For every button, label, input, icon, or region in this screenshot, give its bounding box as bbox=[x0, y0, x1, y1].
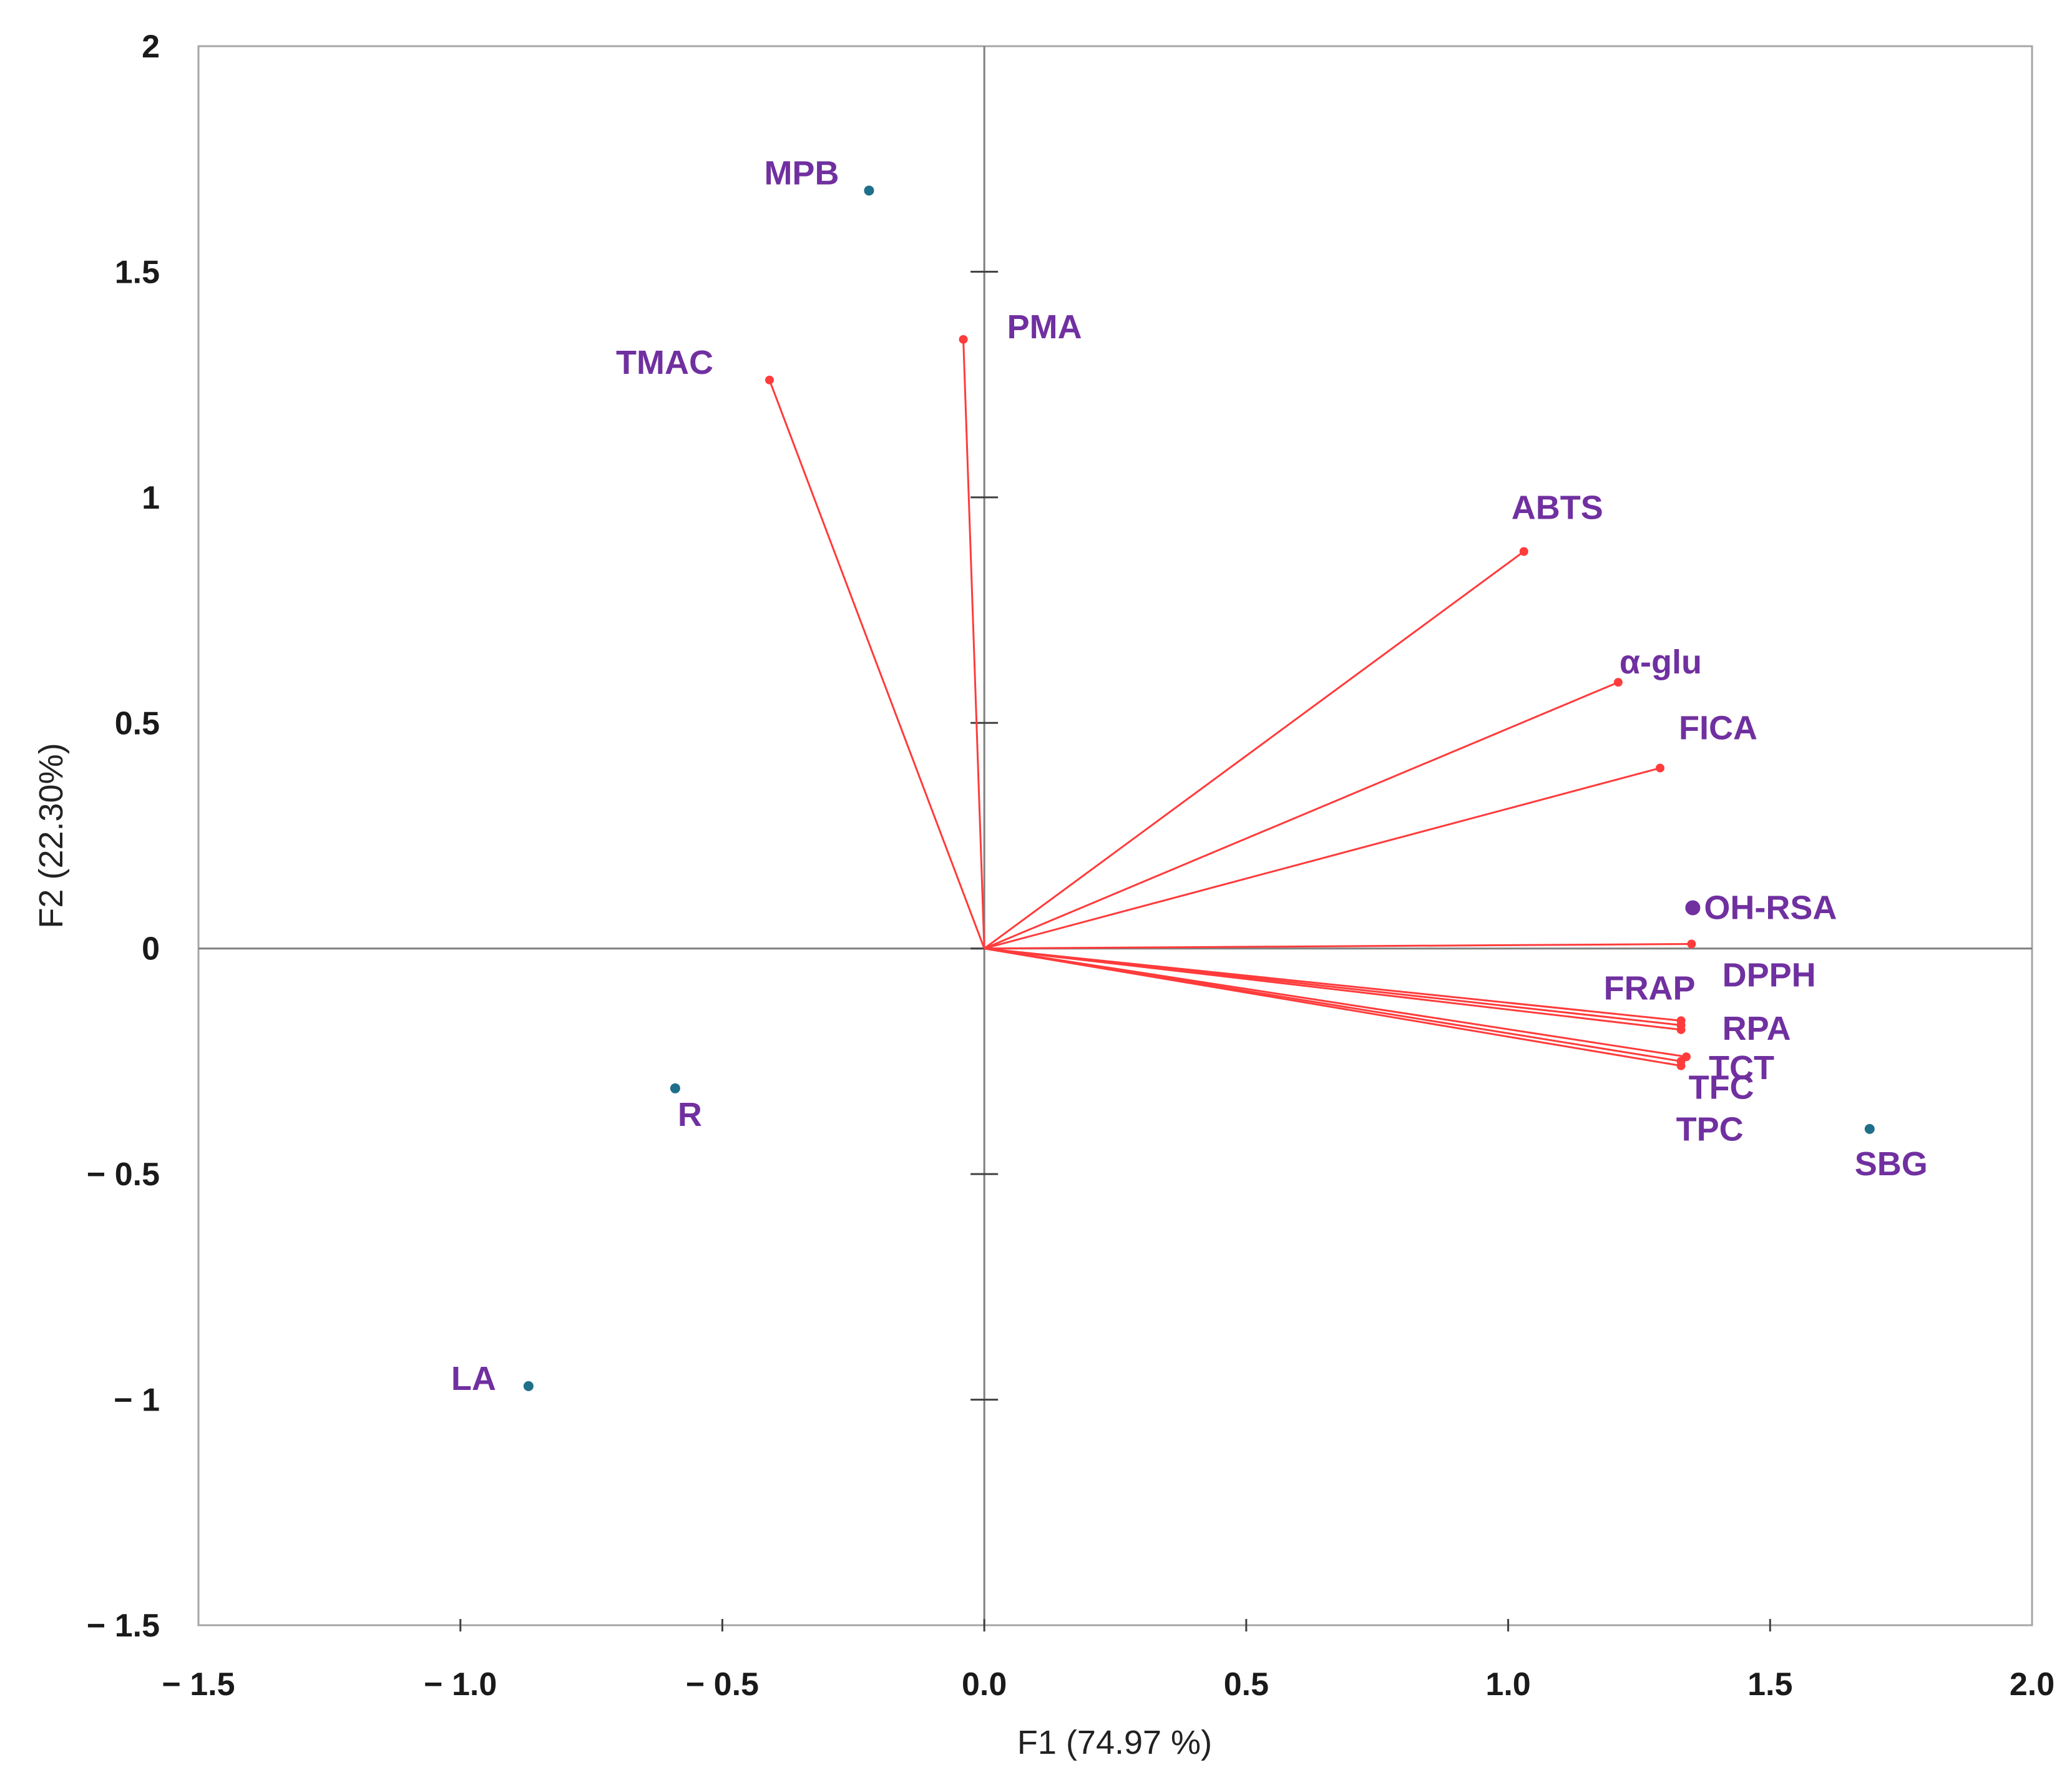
vector-tpc-line bbox=[984, 947, 1681, 1067]
vector-glu-tip bbox=[1613, 678, 1623, 687]
x-tick-label: 0.0 bbox=[962, 1666, 1007, 1703]
vector-frap-tip bbox=[1676, 1016, 1686, 1025]
label-fica: FICA bbox=[1679, 710, 1757, 747]
vector-frap-line bbox=[984, 947, 1681, 1022]
y-tick-label: − 1 bbox=[114, 1382, 160, 1419]
vector-tmac-tip bbox=[765, 375, 774, 384]
label-rpa: RPA bbox=[1723, 1010, 1791, 1047]
vector-tpc-tip bbox=[1676, 1061, 1686, 1070]
observation-la-point bbox=[523, 1381, 534, 1391]
label-tct: TCT bbox=[1709, 1049, 1774, 1087]
vector-glu-line bbox=[984, 681, 1619, 950]
label-tmac: TMAC bbox=[616, 344, 713, 381]
label-glu: α-glu bbox=[1620, 643, 1702, 681]
x-tick-label: − 1.5 bbox=[162, 1666, 235, 1703]
vector-abts-line bbox=[984, 550, 1525, 949]
label-sbg: SBG bbox=[1855, 1145, 1928, 1183]
oh-rsa-marker-dot bbox=[1685, 900, 1701, 916]
y-tick-label: 0.5 bbox=[115, 705, 160, 741]
observation-sbg-point bbox=[1864, 1123, 1875, 1134]
x-tick-label: 2.0 bbox=[2010, 1666, 2055, 1703]
label-pma: PMA bbox=[1007, 308, 1082, 346]
x-axis-ticks: − 1.5 − 1.0 − 0.5 0.0 0.5 1.0 1.5 2.0 bbox=[162, 1619, 2055, 1703]
x-tick-label: 1.0 bbox=[1485, 1666, 1530, 1703]
y-axis-ticks: − 1.5 − 1 − 0.5 0 0.5 1 1.5 2 bbox=[87, 29, 999, 1644]
x-tick-label: − 1.0 bbox=[424, 1666, 497, 1703]
vector-rpa-tip bbox=[1676, 1025, 1686, 1034]
vector-tmac-line bbox=[768, 379, 985, 949]
label-tpc: TPC bbox=[1676, 1111, 1744, 1148]
point-labels: TMAC PMA ABTS α-glu FICA OH-RSA DPPH FRAP RPATCT… bbox=[451, 154, 1928, 1397]
x-tick-label: 1.5 bbox=[1747, 1666, 1792, 1703]
x-axis-title: F1 (74.97 %) bbox=[1017, 1724, 1212, 1761]
vector-fica-line bbox=[984, 767, 1661, 950]
vector-fica-tip bbox=[1656, 763, 1665, 773]
plot-frame bbox=[197, 45, 2033, 1626]
observation-mpb-point bbox=[864, 185, 874, 196]
vector-abts-tip bbox=[1519, 547, 1528, 556]
x-tick-label: − 0.5 bbox=[686, 1666, 759, 1703]
y-axis-title: F2 (22.30%) bbox=[32, 743, 70, 928]
vector-oh-rsa-line bbox=[984, 942, 1692, 950]
variable-vectors bbox=[765, 335, 1696, 1070]
vector-pma-line bbox=[962, 339, 985, 949]
y-tick-label: 1 bbox=[142, 480, 160, 516]
y-tick-label: 0 bbox=[142, 931, 160, 967]
y-tick-label: − 0.5 bbox=[87, 1157, 160, 1193]
vector-oh-rsa-tip bbox=[1687, 939, 1696, 949]
vector-pma-tip bbox=[959, 335, 968, 344]
y-tick-label: 1.5 bbox=[115, 254, 160, 290]
label-abts: ABTS bbox=[1512, 489, 1603, 527]
vector-rpa-line bbox=[984, 947, 1681, 1031]
label-r: R bbox=[678, 1096, 702, 1133]
observation-points bbox=[523, 185, 1875, 1391]
label-tfc: TFC bbox=[1689, 1069, 1754, 1106]
label-dpph: DPPH bbox=[1723, 957, 1816, 994]
label-frap: FRAP bbox=[1604, 969, 1696, 1007]
x-tick-label: 0.5 bbox=[1224, 1666, 1269, 1703]
y-tick-label: 2 bbox=[142, 29, 160, 65]
label-mpb: MPB bbox=[764, 154, 839, 192]
label-oh-rsa: OH-RSA bbox=[1704, 889, 1837, 926]
y-tick-label: − 1.5 bbox=[87, 1608, 160, 1644]
observation-r-point bbox=[670, 1083, 680, 1093]
label-la: LA bbox=[451, 1360, 496, 1397]
